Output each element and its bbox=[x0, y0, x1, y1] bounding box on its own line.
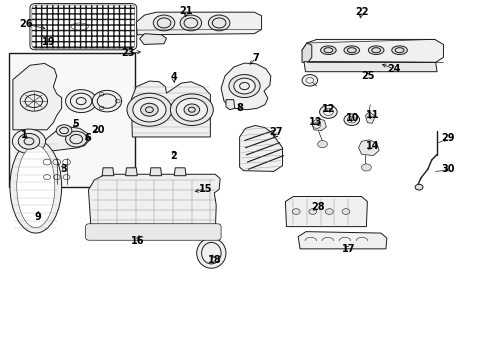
Polygon shape bbox=[102, 168, 114, 176]
Text: 21: 21 bbox=[179, 6, 192, 17]
Polygon shape bbox=[365, 112, 374, 123]
Text: 17: 17 bbox=[342, 244, 355, 254]
Polygon shape bbox=[285, 197, 366, 226]
Polygon shape bbox=[174, 168, 185, 176]
Circle shape bbox=[183, 104, 199, 116]
Text: 1: 1 bbox=[20, 130, 27, 140]
Circle shape bbox=[317, 140, 327, 148]
Polygon shape bbox=[125, 168, 137, 176]
Text: 7: 7 bbox=[252, 53, 259, 63]
Ellipse shape bbox=[391, 46, 407, 54]
Circle shape bbox=[361, 164, 370, 171]
Circle shape bbox=[18, 134, 40, 149]
Polygon shape bbox=[358, 140, 378, 156]
Ellipse shape bbox=[17, 145, 55, 228]
Ellipse shape bbox=[320, 46, 335, 54]
Text: 27: 27 bbox=[268, 127, 282, 137]
Circle shape bbox=[414, 184, 422, 190]
FancyBboxPatch shape bbox=[30, 4, 137, 50]
Text: 5: 5 bbox=[72, 119, 79, 129]
Ellipse shape bbox=[367, 46, 383, 54]
Polygon shape bbox=[13, 63, 61, 130]
Circle shape bbox=[319, 105, 336, 118]
Circle shape bbox=[153, 15, 174, 31]
Ellipse shape bbox=[10, 140, 61, 233]
Text: 9: 9 bbox=[34, 212, 41, 221]
Circle shape bbox=[302, 75, 317, 86]
Circle shape bbox=[308, 209, 316, 215]
Text: 25: 25 bbox=[361, 71, 374, 81]
Polygon shape bbox=[140, 34, 166, 44]
Ellipse shape bbox=[196, 238, 225, 268]
Text: 6: 6 bbox=[84, 133, 91, 143]
Text: 8: 8 bbox=[236, 103, 243, 113]
Circle shape bbox=[180, 15, 201, 31]
Circle shape bbox=[56, 125, 72, 136]
Text: 18: 18 bbox=[207, 255, 221, 265]
Circle shape bbox=[341, 209, 349, 215]
Circle shape bbox=[325, 209, 332, 215]
Text: 4: 4 bbox=[170, 72, 177, 82]
Polygon shape bbox=[239, 126, 282, 171]
Text: 20: 20 bbox=[91, 125, 105, 135]
Circle shape bbox=[20, 91, 47, 111]
Polygon shape bbox=[304, 62, 436, 72]
Circle shape bbox=[65, 131, 87, 147]
Text: 12: 12 bbox=[321, 104, 334, 114]
Polygon shape bbox=[136, 12, 261, 35]
Circle shape bbox=[133, 98, 165, 122]
Text: 19: 19 bbox=[41, 37, 55, 47]
Text: 2: 2 bbox=[170, 150, 177, 161]
Polygon shape bbox=[302, 43, 311, 62]
Text: 13: 13 bbox=[308, 117, 322, 127]
Text: 28: 28 bbox=[310, 202, 324, 212]
Circle shape bbox=[141, 103, 158, 116]
Polygon shape bbox=[225, 100, 234, 110]
Bar bbox=[9, 53, 135, 187]
Polygon shape bbox=[302, 40, 443, 62]
Polygon shape bbox=[150, 168, 161, 176]
Ellipse shape bbox=[343, 46, 359, 54]
Text: 29: 29 bbox=[441, 133, 454, 143]
Polygon shape bbox=[88, 174, 220, 234]
Circle shape bbox=[208, 15, 229, 31]
Text: 16: 16 bbox=[130, 236, 143, 246]
Circle shape bbox=[343, 114, 359, 126]
Circle shape bbox=[170, 94, 213, 126]
Polygon shape bbox=[131, 81, 210, 137]
Circle shape bbox=[92, 90, 122, 112]
Circle shape bbox=[228, 75, 260, 98]
Text: 23: 23 bbox=[122, 48, 135, 58]
Text: 14: 14 bbox=[365, 141, 378, 151]
Circle shape bbox=[127, 93, 171, 126]
Text: 22: 22 bbox=[354, 7, 367, 17]
Polygon shape bbox=[311, 118, 326, 131]
Text: 30: 30 bbox=[441, 164, 454, 174]
Text: 24: 24 bbox=[386, 64, 400, 74]
Text: 3: 3 bbox=[61, 163, 67, 174]
Polygon shape bbox=[298, 231, 386, 249]
Circle shape bbox=[292, 209, 300, 215]
Circle shape bbox=[12, 129, 45, 153]
Circle shape bbox=[65, 90, 97, 113]
Polygon shape bbox=[40, 127, 89, 152]
FancyBboxPatch shape bbox=[85, 224, 221, 240]
Polygon shape bbox=[221, 63, 270, 110]
Text: 11: 11 bbox=[365, 110, 378, 120]
Circle shape bbox=[233, 78, 255, 94]
Text: 15: 15 bbox=[198, 184, 212, 194]
Text: 26: 26 bbox=[19, 19, 33, 29]
Circle shape bbox=[176, 98, 207, 121]
Text: 10: 10 bbox=[346, 113, 359, 123]
